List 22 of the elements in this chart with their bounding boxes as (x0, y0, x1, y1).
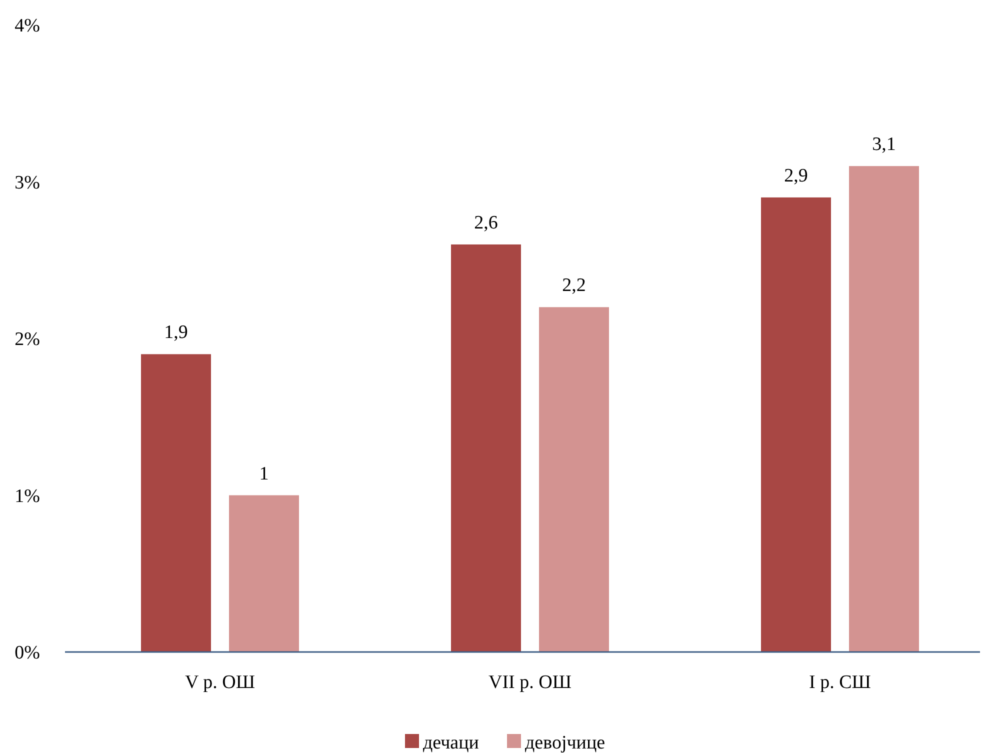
x-tick-label: I р. СШ (809, 672, 871, 693)
y-tick-label: 1% (14, 486, 40, 507)
y-tick-label: 2% (14, 329, 40, 350)
bar (229, 495, 299, 652)
legend-label: девојчице (525, 732, 606, 753)
data-label: 2,9 (784, 165, 808, 186)
legend-label: дечаци (423, 732, 479, 753)
data-label: 3,1 (872, 134, 896, 156)
y-tick-label: 3% (14, 172, 40, 194)
bar (849, 166, 919, 652)
data-label: 2,2 (562, 275, 586, 296)
data-label: 1,9 (164, 322, 188, 344)
y-tick-label: 4% (14, 16, 40, 37)
x-tick-label: VII р. ОШ (488, 672, 572, 693)
bar (141, 354, 211, 652)
y-tick-label: 0% (14, 642, 40, 664)
x-tick-label: V р. ОШ (184, 672, 256, 693)
bar (539, 307, 609, 652)
data-label: 1 (259, 463, 269, 484)
data-label: 2,6 (474, 212, 498, 234)
bar (761, 197, 831, 652)
bar (451, 244, 521, 652)
